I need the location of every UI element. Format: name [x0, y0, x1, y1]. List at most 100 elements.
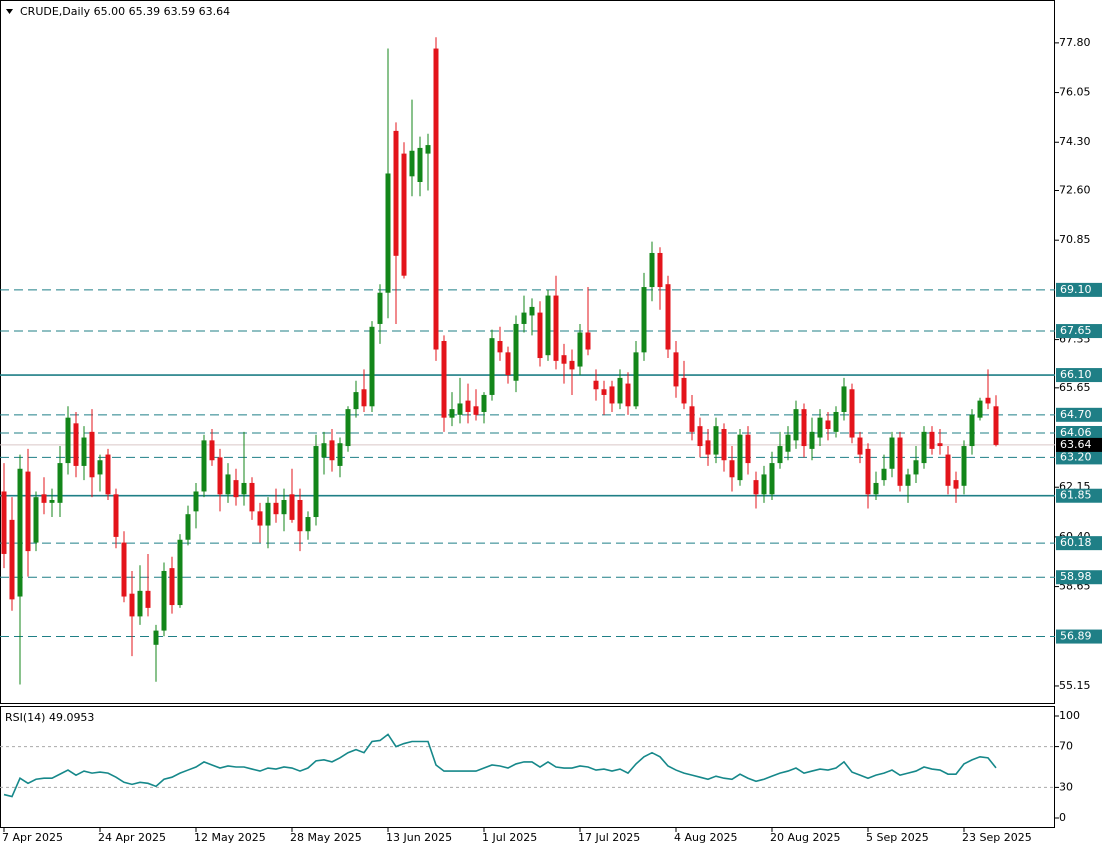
candle-body [857, 437, 863, 455]
candle-body [345, 409, 351, 447]
rsi-tick-label: 0 [1059, 811, 1066, 824]
candle-body [505, 352, 511, 376]
candle-body [841, 386, 847, 412]
menu-arrow[interactable] [6, 9, 13, 14]
candle-body [641, 287, 647, 353]
candle-body [873, 482, 879, 495]
candle-body [913, 460, 919, 475]
x-tick-label: 12 May 2025 [194, 831, 266, 844]
candle-body [889, 437, 895, 469]
candle-body [657, 252, 663, 288]
candle-body [489, 338, 495, 395]
candle-body [777, 446, 783, 464]
candle-body [793, 409, 799, 441]
candle-body [121, 542, 127, 597]
candle-body [481, 394, 487, 412]
candle-body [113, 494, 119, 537]
candle-body [201, 440, 207, 492]
candle-body [241, 482, 247, 495]
level-label-bg [1056, 488, 1102, 503]
candle-body [953, 480, 959, 489]
candle-body [497, 340, 503, 353]
candle-body [313, 446, 319, 518]
level-label-bg [1056, 629, 1102, 644]
level-label-bg [1056, 425, 1102, 440]
level-label: 63.20 [1060, 450, 1092, 463]
candle-body [369, 326, 375, 407]
candle-body [665, 284, 671, 350]
candle-body [97, 460, 103, 475]
candle-body [409, 150, 415, 177]
candle-body [145, 590, 151, 608]
level-label: 64.06 [1060, 426, 1092, 439]
candle-body [825, 420, 831, 430]
x-tick-label: 1 Jul 2025 [482, 831, 537, 844]
candle-body [729, 460, 735, 478]
x-tick-label: 7 Apr 2025 [2, 831, 63, 844]
x-tick-label: 13 Jun 2025 [386, 831, 452, 844]
candle-body [577, 332, 583, 367]
candle-body [553, 295, 559, 361]
level-label: 66.10 [1060, 368, 1092, 381]
candle-body [705, 440, 711, 455]
level-label-bg [1056, 407, 1102, 422]
candle-body [761, 474, 767, 495]
candle-body [745, 434, 751, 464]
level-label-bg [1056, 368, 1102, 383]
candle-body [65, 417, 71, 464]
candle-body [817, 417, 823, 438]
candle-body [353, 392, 359, 410]
candle-body [153, 630, 159, 645]
candle-body [737, 434, 743, 481]
rsi-tick-label: 100 [1059, 709, 1080, 722]
candle-body [905, 474, 911, 486]
candle-body [17, 468, 23, 597]
candle-body [753, 480, 759, 495]
level-label: 56.89 [1060, 630, 1092, 643]
x-tick-label: 4 Aug 2025 [674, 831, 737, 844]
candle-body [513, 323, 519, 381]
candle-body [713, 426, 719, 455]
candle-body [377, 292, 383, 324]
candle-body [457, 403, 463, 415]
candle-body [105, 454, 111, 495]
y-tick-label: 72.60 [1059, 184, 1091, 197]
candle-body [769, 463, 775, 495]
candle-body [961, 446, 967, 486]
candle-body [161, 570, 167, 631]
x-tick-label: 5 Sep 2025 [866, 831, 929, 844]
y-tick-label: 55.15 [1059, 679, 1091, 692]
candle-body [593, 380, 599, 390]
candle-body [177, 539, 183, 606]
x-tick-label: 20 Aug 2025 [770, 831, 840, 844]
y-tick-label: 70.85 [1059, 233, 1091, 246]
candle-body [337, 443, 343, 466]
level-label: 61.85 [1060, 489, 1092, 502]
candle-body [537, 312, 543, 359]
candle-body [49, 499, 55, 503]
candle-body [209, 440, 215, 461]
candle-body [609, 386, 615, 404]
candle-body [273, 502, 279, 515]
rsi-line [3, 733, 997, 798]
candle-body [361, 389, 367, 407]
level-label-bg [1056, 282, 1102, 297]
candle-body [985, 397, 991, 404]
candle-body [569, 360, 575, 370]
candle-body [417, 147, 423, 182]
candle-body [833, 411, 839, 432]
level-label-bg [1056, 536, 1102, 551]
candle-body [393, 130, 399, 256]
level-label-bg [1056, 324, 1102, 339]
candle-body [865, 448, 871, 495]
candle-body [881, 468, 887, 481]
candle-body [57, 463, 63, 503]
candle-body [633, 352, 639, 407]
candle-body [1, 491, 7, 554]
candle-body [433, 48, 439, 350]
level-label-bg [1056, 450, 1102, 465]
candle-body [281, 499, 287, 515]
y-tick-label: 76.05 [1059, 86, 1091, 99]
candle-body [129, 593, 135, 617]
